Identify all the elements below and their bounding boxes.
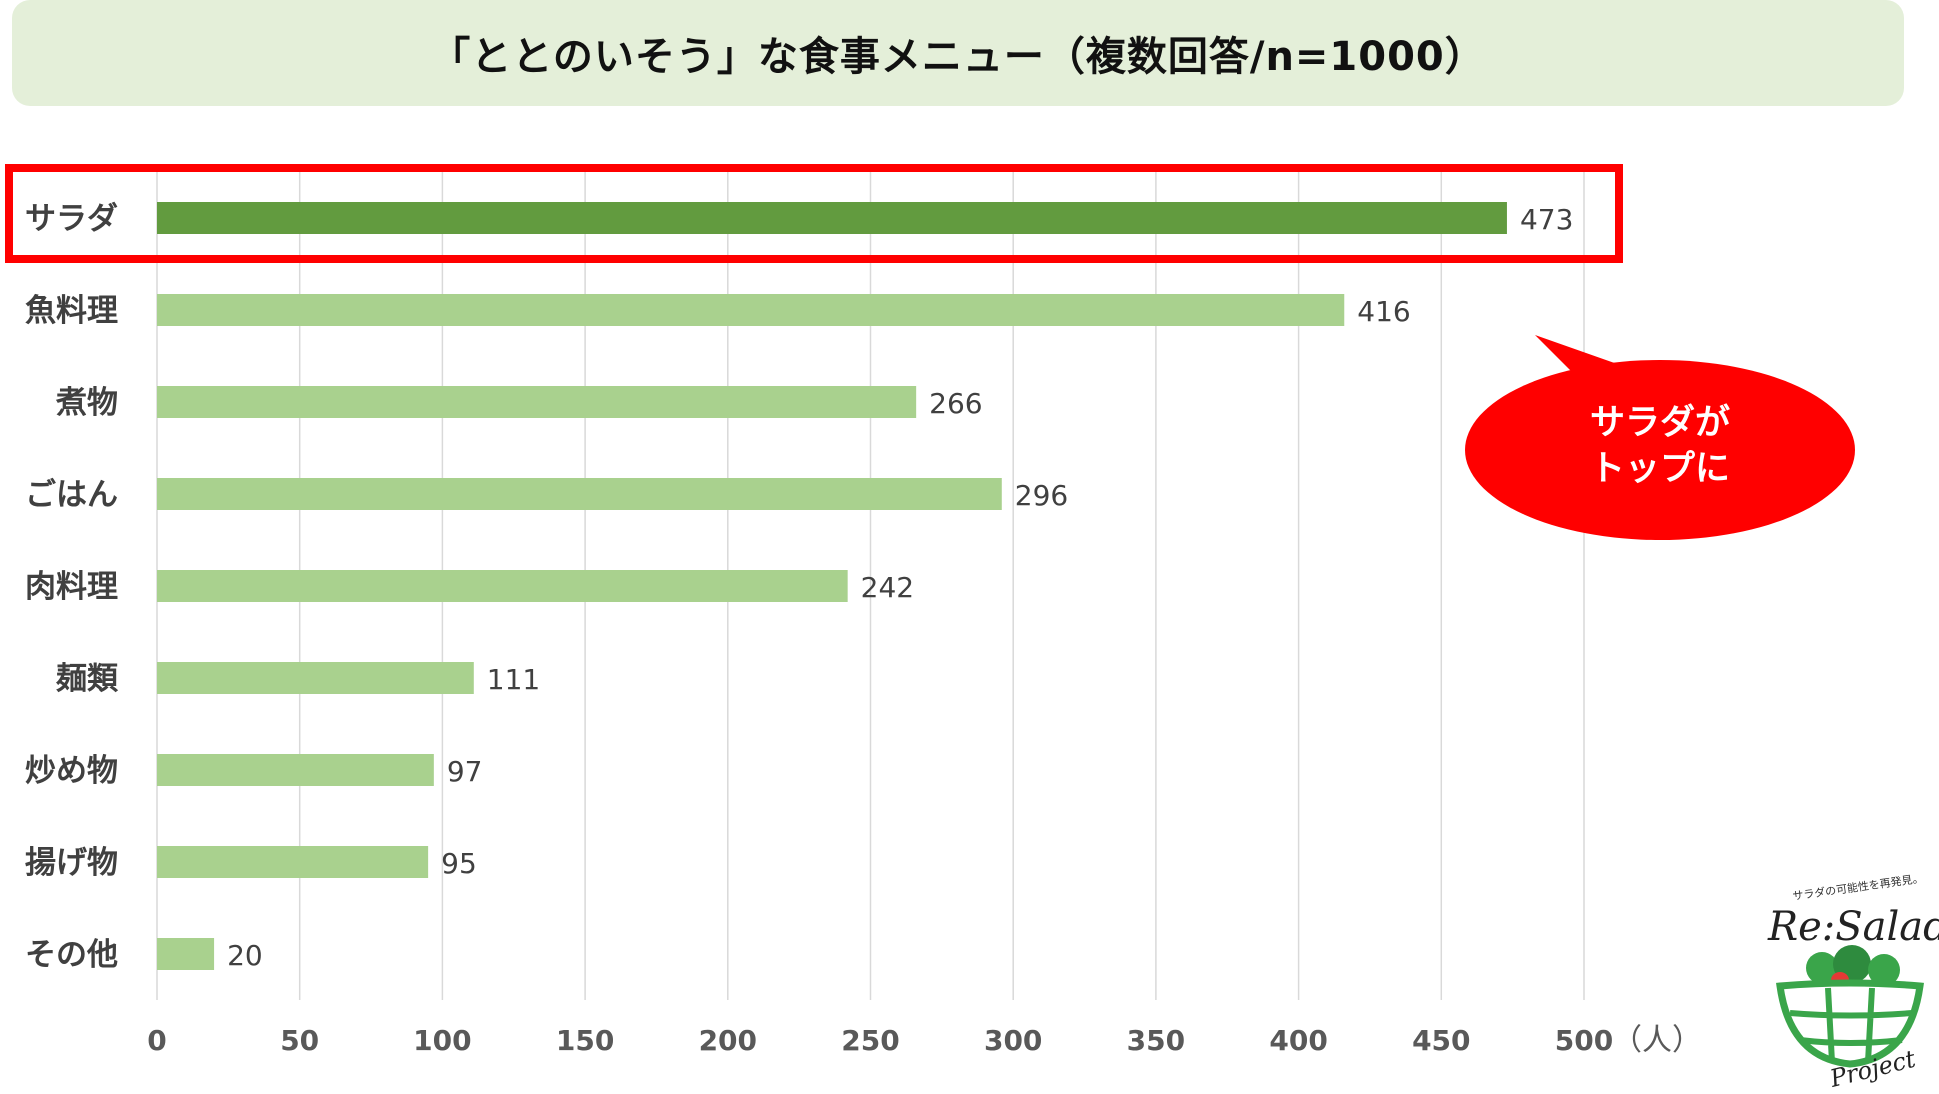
x-tick-label: 250	[841, 1024, 899, 1057]
category-label: 麺類	[55, 661, 119, 697]
bar	[157, 386, 917, 418]
x-tick-label: 50	[280, 1024, 319, 1057]
value-label: 296	[1015, 479, 1068, 512]
callout-line-2: トップに	[1589, 449, 1730, 489]
chart-title: 「ととのいそう」な食事メニュー（複数回答/n=1000）	[430, 34, 1486, 80]
bar	[157, 846, 429, 878]
category-label: 魚料理	[25, 293, 118, 329]
value-label: 20	[227, 939, 263, 972]
category-label: サラダ	[25, 201, 118, 237]
x-tick-label: 100	[413, 1024, 471, 1057]
value-label: 95	[441, 847, 477, 880]
logo-bowl-grid	[1789, 987, 1913, 1063]
category-label: 炒め物	[25, 753, 118, 789]
x-tick-label: 400	[1269, 1024, 1327, 1057]
value-label: 473	[1520, 203, 1573, 236]
category-label: その他	[25, 937, 118, 973]
callout-text: サラダが トップに	[1470, 400, 1850, 492]
value-labels: 473 416 266 296 242 111 97 95 20	[227, 203, 1573, 972]
bar	[157, 570, 848, 602]
x-tick-labels: 0 50 100 150 200 250 300 350 400 450 500	[147, 1024, 1613, 1057]
callout-line-1: サラダが	[1589, 403, 1730, 443]
x-tick-label: 0	[147, 1024, 166, 1057]
x-tick-label: 200	[699, 1024, 757, 1057]
resalad-logo: サラダの可能性を再発見。 Re:Salad Project	[1767, 871, 1939, 1088]
bar	[157, 478, 1002, 510]
category-label: 揚げ物	[25, 845, 118, 881]
bars	[157, 202, 1507, 970]
bar	[157, 662, 474, 694]
x-unit-label: （人）	[1612, 1023, 1702, 1058]
x-tick-label: 300	[984, 1024, 1042, 1057]
value-label: 242	[861, 571, 914, 604]
bar	[157, 202, 1507, 234]
logo-name: Re:Salad	[1767, 904, 1939, 950]
value-label: 97	[447, 755, 483, 788]
logo-leaf-3	[1868, 954, 1900, 986]
x-tick-label: 450	[1412, 1024, 1470, 1057]
highlight-frame	[5, 164, 1623, 263]
bar	[157, 754, 434, 786]
callout-pointer	[1535, 335, 1640, 375]
value-label: 111	[487, 663, 540, 696]
bar	[157, 294, 1345, 326]
chart-title-box: 「ととのいそう」な食事メニュー（複数回答/n=1000）	[12, 0, 1904, 106]
value-label: 266	[929, 387, 982, 420]
logo-leaf-1	[1806, 952, 1838, 984]
x-tick-label: 500	[1555, 1024, 1613, 1057]
x-tick-label: 150	[556, 1024, 614, 1057]
bar	[157, 938, 215, 970]
callout-bubble	[1465, 360, 1855, 540]
category-label: ごはん	[25, 477, 118, 513]
x-tick-label: 350	[1127, 1024, 1185, 1057]
category-label: 煮物	[55, 385, 118, 421]
category-label: 肉料理	[25, 569, 118, 605]
value-label: 416	[1357, 295, 1410, 328]
logo-tagline: サラダの可能性を再発見。	[1792, 871, 1925, 903]
